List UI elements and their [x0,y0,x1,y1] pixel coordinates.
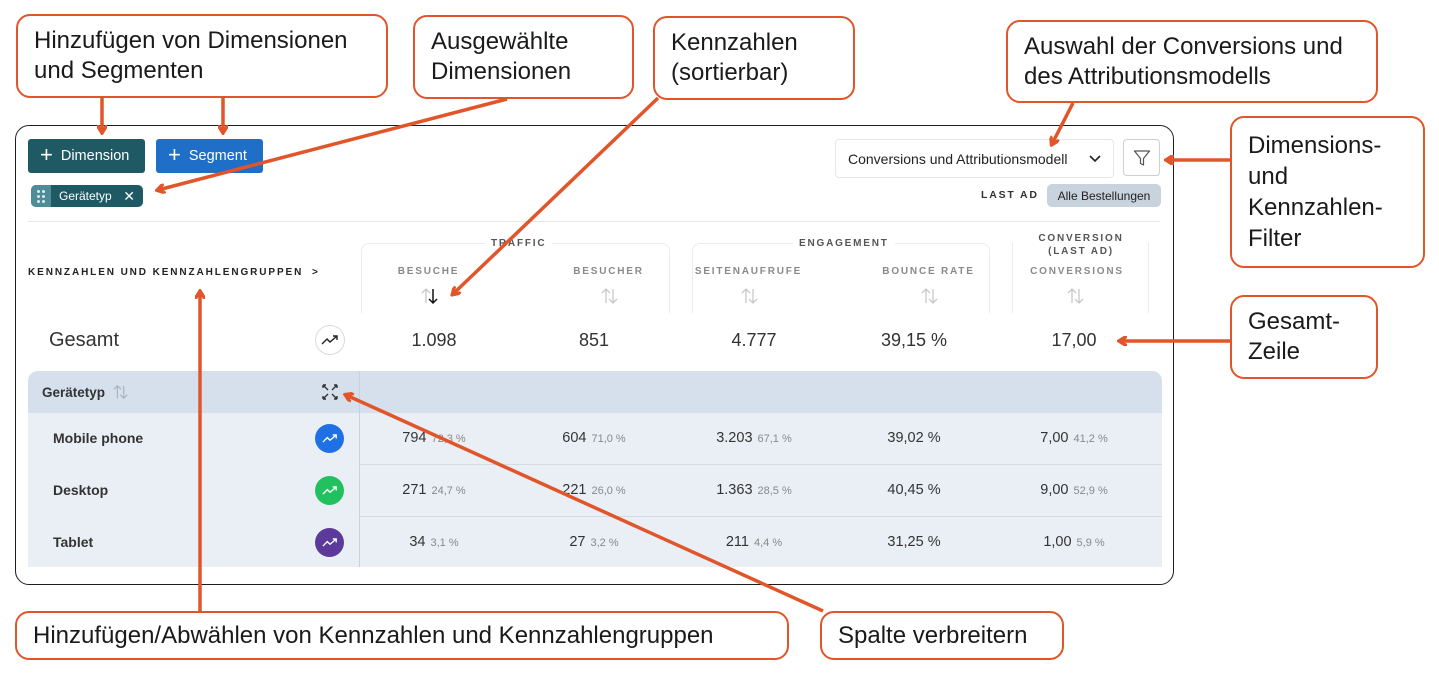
total-pageviews: 4.777 [731,330,777,350]
trend-button[interactable] [315,528,344,557]
drag-handle-icon[interactable] [31,185,51,207]
cell-visits: 34 3,1 % [409,534,459,550]
callout-conversion-select: Auswahl der Conversions und des Attribut… [1006,20,1378,103]
cell-pageviews: 3.203 67,1 % [716,430,792,446]
total-trend-button[interactable] [315,325,345,355]
group-title-conversion: CONVERSION (LAST AD) [1017,232,1145,258]
dimension-table-header [28,371,1162,413]
cell-visits: 794 72,3 % [402,430,466,446]
callout-widen-column: Spalte verbreitern [820,611,1064,660]
dimension-header-label: Gerätetyp [42,384,106,400]
metrics-groups-link-label: KENNZAHLEN UND KENNZAHLENGRUPPEN [28,267,304,278]
add-segment-label: Segment [188,148,247,164]
divider [28,221,1160,222]
sort-icon[interactable] [919,286,941,306]
total-conversions: 17,00 [1051,330,1097,350]
cell-conversions: 1,00 5,9 % [1043,534,1105,550]
add-dimension-button[interactable]: + Dimension [28,139,145,173]
cell-conversions: 9,00 52,9 % [1040,482,1108,498]
callout-metric-groups: Hinzufügen/Abwählen von Kennzahlen und K… [15,611,789,660]
filter-button[interactable] [1123,139,1160,176]
trend-up-icon [321,335,338,345]
total-visitors: 851 [578,330,610,350]
column-header-bounce-rate[interactable]: BOUNCE RATE [882,266,975,277]
trend-up-icon [321,538,337,547]
cell-visitors: 27 3,2 % [569,534,619,550]
table-row: Mobile phone 794 72,3 % 604 71,0 % 3.203 67… [28,413,1162,465]
row-label: Desktop [53,482,109,498]
sort-icon[interactable] [111,383,131,401]
group-title-traffic: TRAFFIC [485,238,553,249]
chevron-down-icon [1089,154,1101,162]
plus-icon: + [168,142,181,167]
attribution-model-label: LAST AD [981,189,1039,201]
chevron-right-icon: > [311,267,320,278]
trend-button[interactable] [315,476,344,505]
table-row: Tablet 34 3,1 % 27 3,2 % 211 4,4 % 31,25 % … [28,517,1162,567]
cell-bounce-rate: 39,02 % [887,430,941,446]
metrics-groups-link[interactable]: KENNZAHLEN UND KENNZAHLENGRUPPEN > [28,267,320,278]
cell-bounce-rate: 40,45 % [887,482,941,498]
cell-pageviews: 1.363 28,5 % [716,482,792,498]
trend-button[interactable] [315,424,344,453]
cell-visitors: 604 71,0 % [562,430,626,446]
cell-conversions: 7,00 41,2 % [1040,430,1108,446]
close-icon[interactable]: ✕ [123,187,135,204]
dimension-chip-label: Gerätetyp [59,189,112,203]
expand-column-icon[interactable] [320,382,340,402]
group-title-engagement: ENGAGEMENT [793,238,895,249]
column-header-pageviews[interactable]: SEITENAUFRUFE [694,266,803,277]
plus-icon: + [40,142,53,167]
column-header-conversions[interactable]: CONVERSIONS [1030,266,1124,277]
row-label: Tablet [53,534,94,550]
group-conversion [1012,243,1149,313]
add-segment-button[interactable]: + Segment [156,139,263,173]
conversion-attribution-select[interactable]: Conversions und Attributionsmodell [835,139,1114,178]
trend-up-icon [321,486,337,495]
cell-pageviews: 211 4,4 % [725,534,783,550]
group-engagement [692,243,990,313]
sort-icon[interactable] [599,286,621,306]
orders-filter-pill[interactable]: Alle Bestellungen [1047,184,1161,207]
total-row-label: Gesamt [49,329,120,351]
callout-metrics-sortable: Kennzahlen (sortierbar) [653,16,855,100]
table-row: Desktop 271 24,7 % 221 26,0 % 1.363 28,5 % … [28,465,1162,517]
callout-total-row: Gesamt- Zeile [1230,295,1378,379]
dimension-table: Gerätetyp Mobile phone 794 72,3 % 604 71,0… [28,371,1162,567]
cell-visits: 271 24,7 % [402,482,466,498]
column-header-visitors[interactable]: BESUCHER [573,266,644,277]
column-header-visits[interactable]: BESUCHE [397,266,460,277]
total-visits: 1.098 [411,330,457,350]
sort-icon[interactable] [1065,286,1087,306]
group-traffic [361,243,670,313]
callout-filter: Dimensions- und Kennzahlen-Filter [1230,116,1425,268]
callout-add-dimensions: Hinzufügen von Dimensionen und Segmenten [16,14,388,98]
total-bounce-rate: 39,15 % [880,330,948,350]
trend-up-icon [321,434,337,443]
cell-visitors: 221 26,0 % [562,482,626,498]
callout-selected-dimensions: Ausgewählte Dimensionen [413,15,634,99]
conversion-select-label: Conversions und Attributionsmodell [848,150,1068,167]
filter-icon [1133,149,1150,166]
cell-bounce-rate: 31,25 % [887,534,941,550]
add-dimension-label: Dimension [60,148,130,164]
report-panel: + Dimension + Segment Gerätetyp ✕ Conver… [15,125,1174,585]
sort-icon[interactable] [739,286,761,306]
dimension-header[interactable]: Gerätetyp [42,383,131,401]
row-label: Mobile phone [53,430,144,446]
dimension-chip[interactable]: Gerätetyp ✕ [31,185,143,207]
sort-desc-icon[interactable] [419,286,441,306]
